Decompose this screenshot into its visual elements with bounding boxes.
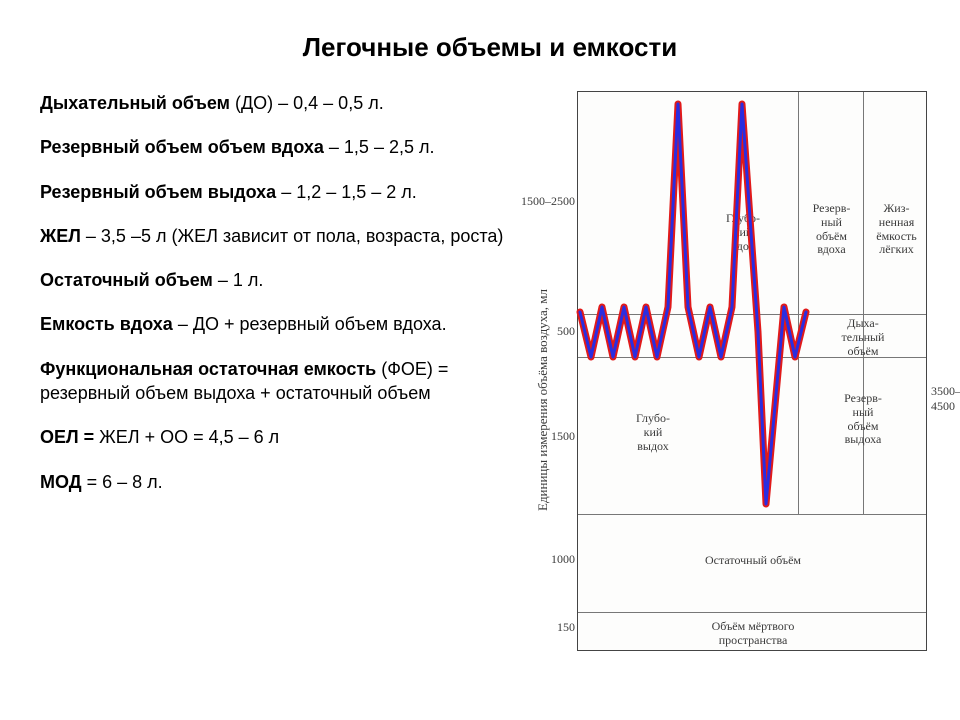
definition-line: Остаточный объем – 1 л. xyxy=(40,268,510,292)
spirogram-wrap: Глубо- кий вдохРезерв- ный объём вдохаЖи… xyxy=(522,91,952,671)
ytick-left: 1000 xyxy=(515,552,575,567)
definition-line: Функциональная остаточная емкость (ФОЕ) … xyxy=(40,357,510,406)
definition-line: Емкость вдоха – ДО + резервный объем вдо… xyxy=(40,312,510,336)
spirogram-box: Глубо- кий вдохРезерв- ный объём вдохаЖи… xyxy=(577,91,927,651)
ytick-left: 150 xyxy=(515,620,575,635)
zone-label: Остаточный объём xyxy=(578,554,928,568)
zone-label: Резерв- ный объём выдоха xyxy=(800,392,926,447)
definition-line: Резервный объем объем вдоха – 1,5 – 2,5 … xyxy=(40,135,510,159)
definition-rest: – 1 л. xyxy=(213,270,264,290)
grid-vline xyxy=(863,92,864,514)
definition-line: Резервный объем выдоха – 1,2 – 1,5 – 2 л… xyxy=(40,180,510,204)
ytick-left: 1500–2500 xyxy=(515,194,575,209)
content-row: Дыхательный объем (ДО) – 0,4 – 0,5 л. Рез… xyxy=(40,91,940,671)
definition-line: МОД = 6 – 8 л. xyxy=(40,470,510,494)
grid-vline xyxy=(798,92,799,514)
definition-term: Емкость вдоха xyxy=(40,314,173,334)
ytick-right: 3500– 4500 xyxy=(931,384,960,414)
zone-label: Жиз- ненная ёмкость лёгких xyxy=(865,202,928,257)
definition-rest: – 1,5 – 2,5 л. xyxy=(324,137,435,157)
definition-rest: – ДО + резервный объем вдоха. xyxy=(173,314,447,334)
wave-blue xyxy=(580,104,806,504)
definition-term: Дыхательный объем xyxy=(40,93,230,113)
definition-rest: – 1,2 – 1,5 – 2 л. xyxy=(276,182,417,202)
definition-rest: ЖЕЛ + ОО = 4,5 – 6 л xyxy=(99,427,279,447)
definition-term: ЖЕЛ xyxy=(40,226,81,246)
definition-term: ОЕЛ = xyxy=(40,427,99,447)
definition-rest: = 6 – 8 л. xyxy=(82,472,163,492)
spirogram-column: Глубо- кий вдохРезерв- ный объём вдохаЖи… xyxy=(522,91,952,671)
page-title: Легочные объемы и емкости xyxy=(40,32,940,63)
definition-term: МОД xyxy=(40,472,82,492)
definitions-column: Дыхательный объем (ДО) – 0,4 – 0,5 л. Рез… xyxy=(40,91,510,514)
grid-hline xyxy=(578,612,926,613)
definition-line: ОЕЛ = ЖЕЛ + ОО = 4,5 – 6 л xyxy=(40,425,510,449)
definition-term: Функциональная остаточная емкость xyxy=(40,359,376,379)
definition-rest: – 3,5 –5 л (ЖЕЛ зависит от пола, возраст… xyxy=(81,226,503,246)
zone-label: Резерв- ный объём вдоха xyxy=(800,202,863,257)
definition-rest: (ДО) – 0,4 – 0,5 л. xyxy=(230,93,384,113)
definition-term: Резервный объем объем вдоха xyxy=(40,137,324,157)
definition-line: ЖЕЛ – 3,5 –5 л (ЖЕЛ зависит от пола, воз… xyxy=(40,224,510,248)
spirogram-wave xyxy=(578,92,798,514)
definition-term: Резервный объем выдоха xyxy=(40,182,276,202)
zone-label: Дыха- тельный объём xyxy=(800,317,926,358)
definition-line: Дыхательный объем (ДО) – 0,4 – 0,5 л. xyxy=(40,91,510,115)
definition-term: Остаточный объем xyxy=(40,270,213,290)
grid-hline xyxy=(578,514,926,515)
yaxis-title: Единицы измерения объёма воздуха, мл xyxy=(535,289,551,511)
zone-label: Объём мёртвого пространства xyxy=(578,620,928,648)
